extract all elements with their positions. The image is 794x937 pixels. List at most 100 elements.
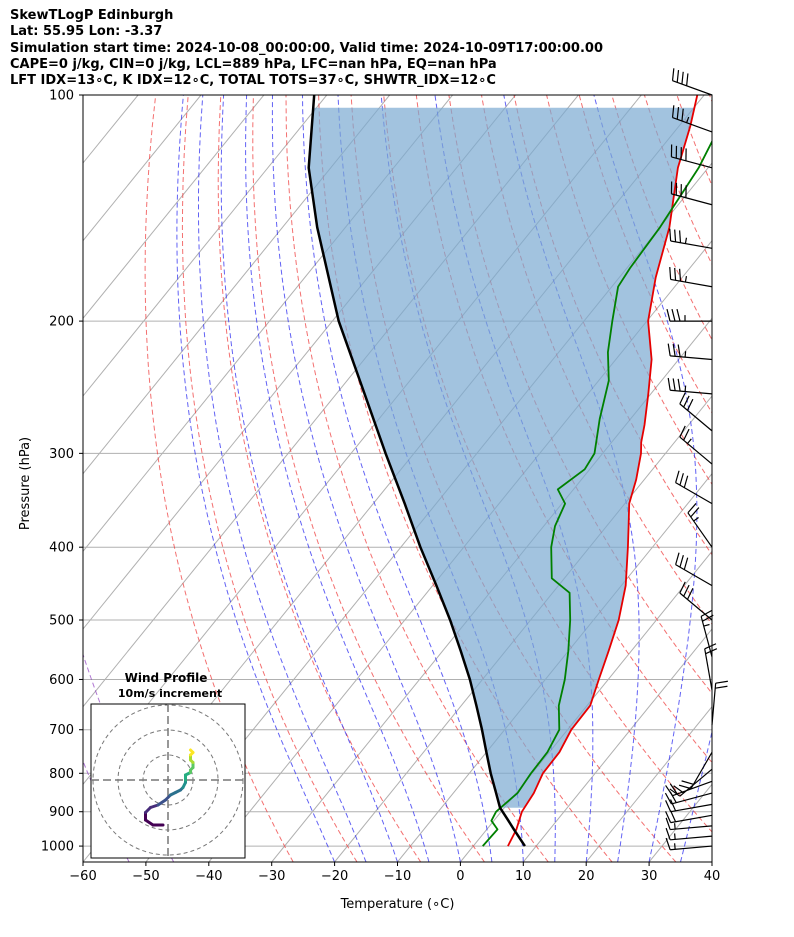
y-tick-label: 1000: [41, 840, 74, 855]
barb-half-flag: [703, 623, 710, 627]
barb-staff: [690, 751, 713, 789]
wind-barb: [666, 308, 712, 322]
barb-flag: [675, 470, 680, 483]
barb-flag: [676, 106, 680, 120]
barb-flag: [669, 228, 672, 242]
barb-staff: [675, 564, 713, 587]
parcel-profile-line: [307, 95, 526, 847]
wind-barb: [687, 503, 713, 548]
barb-flag: [681, 71, 684, 85]
x-tick-label: 0: [456, 869, 464, 884]
barb-flag: [715, 685, 728, 689]
barb-flag: [683, 475, 689, 488]
hodograph-subtitle: 10m/s increment: [118, 687, 222, 700]
isotherm: [0, 95, 12, 862]
isotherm: [83, 95, 391, 475]
dry-adiabat: [181, 95, 358, 862]
barb-flag: [669, 267, 672, 280]
hodograph-trace-segment: [144, 818, 155, 827]
chart-header: SkewTLogP Edinburgh Lat: 55.95 Lon: -3.3…: [10, 8, 603, 89]
barb-flag: [681, 780, 694, 785]
barb-half-flag: [684, 276, 688, 283]
barb-flag: [671, 105, 675, 118]
x-tick-label: −30: [258, 869, 285, 884]
barb-half-flag: [674, 843, 676, 850]
dewpoint-profile-line: [482, 139, 712, 847]
isotherm: [334, 395, 712, 862]
y-tick-label: 100: [49, 89, 74, 104]
isotherm: [0, 95, 75, 862]
moist-adiabat: [176, 95, 336, 862]
hodograph-trace-segment: [189, 748, 195, 754]
barb-flag: [669, 791, 677, 803]
isotherm: [522, 628, 712, 862]
y-tick-label: 800: [49, 767, 74, 782]
isotherm: [711, 861, 712, 862]
barb-flag: [665, 811, 672, 823]
stability-indices: LFT IDX=13∘C, K IDX=12∘C, TOTAL TOTS=37∘…: [10, 73, 496, 89]
y-axis-label: Pressure (hPa): [18, 437, 33, 530]
wind-barb: [669, 267, 713, 288]
x-tick-label: 30: [641, 869, 658, 884]
barb-flag: [665, 827, 671, 841]
barb-half-flag: [693, 517, 699, 522]
wind-barb: [670, 144, 713, 169]
barb-staff: [670, 845, 713, 851]
barb-half-flag: [684, 237, 688, 244]
barb-staff: [679, 436, 713, 465]
barb-flag: [679, 581, 686, 594]
wind-barb: [679, 392, 713, 432]
barb-flag: [690, 507, 700, 518]
barb-flag: [665, 817, 671, 830]
barb-staff: [672, 80, 713, 96]
y-tick-label: 400: [49, 541, 74, 556]
wind-barb: [670, 181, 713, 206]
barb-half-flag: [674, 823, 676, 830]
barb-staff: [672, 780, 713, 797]
barb-staff: [670, 814, 713, 824]
y-tick-label: 500: [49, 613, 74, 628]
wind-barb: [671, 68, 713, 96]
sounding-profiles: [307, 95, 712, 847]
dry-adiabat: [318, 95, 613, 862]
barb-flag: [679, 230, 682, 243]
barb-flag: [677, 344, 681, 357]
barb-staff: [670, 803, 713, 813]
isotherm: [585, 705, 712, 862]
cin-area-shading: [308, 107, 695, 808]
x-tick-label: −40: [195, 869, 222, 884]
axes: −60 −50 −40 −30 −20 −10 0 10 20 30 40 100 200 300 400 5…: [18, 89, 720, 913]
barb-staff: [670, 825, 713, 831]
wind-barb: [667, 343, 713, 361]
barb-flag: [700, 609, 713, 617]
moist-adiabat: [245, 95, 430, 862]
y-tick-label: 600: [49, 673, 74, 688]
barb-flag: [677, 378, 681, 392]
barb-flag: [665, 800, 672, 812]
barb-flag: [669, 799, 677, 812]
barb-flag: [679, 268, 682, 282]
barb-flag: [683, 584, 690, 597]
barb-staff: [675, 482, 713, 505]
barb-flag: [702, 614, 714, 622]
barb-flag: [679, 555, 684, 568]
temperature-profile-line: [507, 95, 699, 847]
barb-flag: [679, 473, 684, 486]
barb-staff: [679, 592, 713, 621]
wind-barb: [665, 817, 713, 831]
barb-staff: [687, 512, 713, 548]
chart-title: SkewTLogP Edinburgh: [10, 8, 174, 23]
y-tick-label: 900: [49, 805, 74, 820]
moist-adiabat: [680, 729, 712, 862]
barb-flag: [674, 229, 677, 242]
barb-flag: [669, 810, 677, 822]
wind-barb: [679, 581, 713, 621]
barb-flag: [669, 783, 678, 795]
barb-staff: [670, 355, 713, 361]
y-tick-label: 200: [49, 315, 74, 330]
barb-half-flag: [684, 351, 687, 358]
wind-profile-hodograph: Wind Profile 10m/s increment: [90, 671, 246, 859]
barb-flag: [671, 308, 676, 322]
barb-flag: [664, 792, 672, 805]
barb-flag: [705, 648, 718, 655]
